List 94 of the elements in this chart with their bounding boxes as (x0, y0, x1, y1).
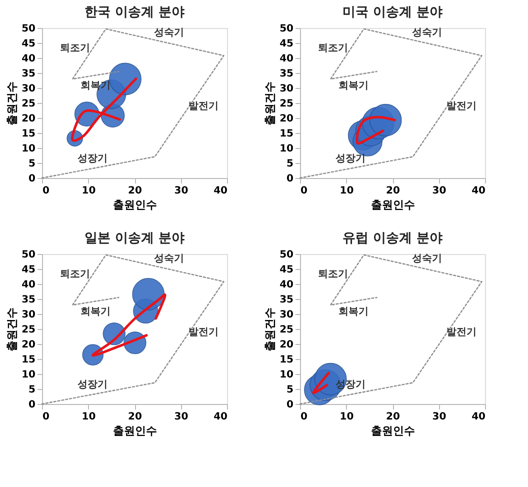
x-axis-title: 출원인수 (371, 198, 415, 212)
y-tick-label: 0 (28, 400, 36, 410)
y-tick-label: 35 (280, 294, 294, 306)
y-tick-label: 0 (286, 174, 294, 184)
annotation: 발전기 (188, 327, 218, 338)
x-axis-title: 출원인수 (113, 424, 157, 438)
y-tick-label: 30 (22, 84, 36, 94)
x-tick-label: 20 (386, 186, 400, 196)
x-tick-label: 10 (340, 186, 354, 196)
x-axis-title: 출원인수 (113, 198, 157, 212)
y-tick-label: 5 (28, 384, 36, 396)
x-tick-label: 40 (472, 412, 486, 422)
y-tick-label: 40 (280, 280, 294, 290)
y-tick-label: 50 (22, 24, 36, 34)
y-tick-label: 10 (280, 370, 294, 380)
y-tick-label: 25 (22, 98, 36, 110)
x-tick-label: 40 (214, 412, 228, 422)
y-tick-label: 15 (22, 354, 36, 366)
y-tick-label: 20 (280, 114, 294, 124)
y-tick-label: 25 (280, 324, 294, 336)
y-tick-label: 20 (22, 114, 36, 124)
annotation: 성장기 (335, 153, 366, 164)
x-tick-label: 20 (386, 412, 400, 422)
y-tick-label: 45 (22, 264, 36, 276)
x-axis-title: 출원인수 (371, 424, 415, 438)
y-tick-label: 35 (22, 68, 36, 80)
x-tick-label: 20 (128, 412, 142, 422)
y-tick-label: 45 (22, 38, 36, 50)
x-tick-label: 40 (472, 186, 486, 196)
chart-title: 미국 이송계 분야 (342, 5, 443, 20)
annotation: 회복기 (80, 306, 111, 318)
y-tick-label: 45 (280, 264, 294, 276)
x-tick-label: 40 (214, 186, 228, 196)
x-tick-label: 30 (432, 412, 446, 422)
annotation: 성장기 (77, 379, 108, 390)
annotation: 퇴조기 (60, 42, 90, 54)
x-tick-label: 20 (128, 186, 142, 196)
x-tick-label: 30 (432, 186, 446, 196)
x-tick-label: 30 (174, 412, 188, 422)
annotation: 성숙기 (412, 27, 442, 38)
y-tick-label: 10 (22, 144, 36, 154)
annotation: 성숙기 (412, 253, 442, 264)
y-tick-label: 20 (280, 340, 294, 350)
y-tick-label: 25 (280, 98, 294, 110)
annotation: 퇴조기 (318, 268, 348, 280)
x-tick-label: 10 (82, 412, 96, 422)
y-axis-title: 출원건수 (6, 82, 19, 126)
x-tick-label: 0 (300, 412, 308, 422)
y-axis-title: 출원건수 (6, 308, 19, 352)
y-tick-label: 50 (280, 250, 294, 260)
y-tick-label: 30 (22, 310, 36, 320)
y-tick-label: 35 (22, 294, 36, 306)
annotation: 발전기 (188, 101, 218, 112)
annotation: 성장기 (77, 153, 108, 164)
y-tick-label: 0 (286, 400, 294, 410)
y-axis-title: 출원건수 (264, 82, 277, 126)
y-tick-label: 5 (28, 158, 36, 170)
y-tick-label: 40 (22, 54, 36, 64)
y-tick-label: 50 (280, 24, 294, 34)
y-tick-label: 25 (22, 324, 36, 336)
x-tick-label: 30 (174, 186, 188, 196)
chart-title: 한국 이송계 분야 (84, 5, 185, 20)
y-tick-label: 5 (286, 384, 294, 396)
y-tick-label: 0 (28, 174, 36, 184)
y-tick-label: 15 (280, 128, 294, 140)
x-tick-label: 0 (300, 186, 308, 196)
x-tick-label: 10 (340, 412, 354, 422)
annotation: 회복기 (338, 80, 369, 92)
y-tick-label: 15 (280, 354, 294, 366)
y-tick-label: 40 (22, 280, 36, 290)
y-tick-label: 5 (286, 158, 294, 170)
y-tick-label: 35 (280, 68, 294, 80)
annotation: 퇴조기 (318, 42, 348, 54)
x-tick-label: 0 (42, 412, 50, 422)
y-axis-title: 출원건수 (264, 308, 277, 352)
annotation: 성숙기 (154, 27, 184, 38)
x-tick-label: 10 (82, 186, 96, 196)
annotation: 회복기 (338, 306, 369, 318)
y-tick-label: 15 (22, 128, 36, 140)
y-tick-label: 50 (22, 250, 36, 260)
y-tick-label: 10 (280, 144, 294, 154)
y-tick-label: 45 (280, 38, 294, 50)
y-tick-label: 30 (280, 310, 294, 320)
y-tick-label: 40 (280, 54, 294, 64)
chart-title: 일본 이송계 분야 (84, 231, 185, 246)
x-tick-label: 0 (42, 186, 50, 196)
annotation: 성숙기 (154, 253, 184, 264)
y-tick-label: 20 (22, 340, 36, 350)
annotation: 퇴조기 (60, 268, 90, 280)
annotation: 발전기 (446, 327, 476, 338)
chart-title: 유럽 이송계 분야 (342, 231, 443, 246)
y-tick-label: 30 (280, 84, 294, 94)
annotation: 발전기 (446, 101, 476, 112)
y-tick-label: 10 (22, 370, 36, 380)
